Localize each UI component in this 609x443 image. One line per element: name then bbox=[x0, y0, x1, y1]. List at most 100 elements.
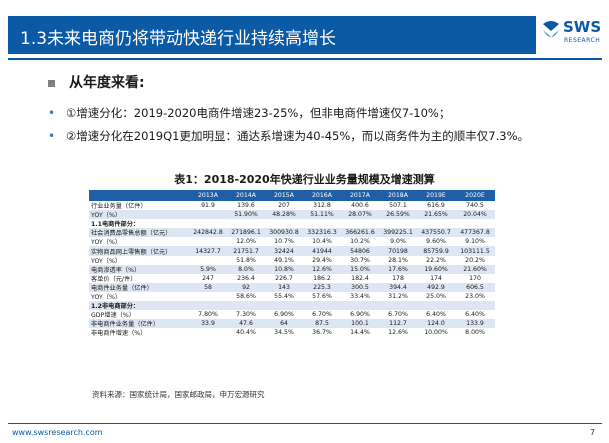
title-divider bbox=[8, 58, 602, 60]
value-cell bbox=[189, 328, 227, 337]
value-cell: 6.70% bbox=[312, 311, 332, 319]
row-label-cell: 电商件业务量（亿件） bbox=[89, 282, 189, 292]
row-label-cell: 客单价（元/件） bbox=[91, 275, 137, 283]
value-cell: 9.0% bbox=[390, 238, 406, 246]
value-cell: 92 bbox=[227, 282, 265, 292]
row-label-cell: YOY（%） bbox=[91, 239, 122, 247]
bullet-text: ①增速分化：2019-2020电商件增速23-25%，但非电商件增速仅7-10%… bbox=[66, 106, 451, 120]
value-cell: 332316.3 bbox=[303, 228, 341, 238]
value-cell: 57.6% bbox=[312, 292, 332, 300]
table-row: 电商件业务量（亿件） 58 92 143 225.3 300.5 394.4 492.9 606… bbox=[89, 282, 495, 292]
table-row: 非电商件增速（%） 40.4% 34.5% 36.7% 14.4% 12.6% 10.00%… bbox=[89, 328, 495, 337]
value-cell: 226.7 bbox=[275, 274, 293, 282]
value-cell bbox=[227, 301, 265, 311]
value-cell: 19.60% bbox=[417, 264, 455, 274]
value-cell: 7.80% bbox=[198, 311, 218, 319]
column-header: 2014A bbox=[227, 190, 265, 201]
table-title: 表1：2018-2020年快递行业业务量规模及增速测算 bbox=[174, 173, 435, 186]
express-volume-table: 2013A 2014A 2015A 2016A 2017A 2018A 2019… bbox=[89, 190, 495, 337]
value-cell: 48.28% bbox=[265, 210, 303, 220]
table-row: YOY（%） 58.6% 55.4% 57.6% 33.4% 31.2% 25.0% 23.0… bbox=[89, 292, 495, 301]
value-cell: 10.7% bbox=[274, 238, 294, 246]
value-cell: 22.2% bbox=[426, 256, 446, 264]
value-cell bbox=[455, 219, 495, 228]
value-cell: 10.8% bbox=[265, 264, 303, 274]
column-header: 2017A bbox=[341, 190, 379, 201]
value-cell bbox=[379, 301, 417, 311]
value-cell bbox=[379, 219, 417, 228]
row-label-cell: YOY（%） bbox=[91, 257, 122, 265]
value-cell: 10.00% bbox=[424, 329, 448, 337]
value-cell: 437550.7 bbox=[417, 228, 455, 238]
row-label-cell: 社会消费品零售总额（亿元） bbox=[89, 228, 189, 238]
value-cell bbox=[189, 219, 227, 228]
value-cell: 32424 bbox=[265, 246, 303, 256]
value-cell: 28.07% bbox=[341, 210, 379, 220]
value-cell: 51.90% bbox=[227, 210, 265, 220]
value-cell bbox=[417, 301, 455, 311]
value-cell: 23.0% bbox=[465, 292, 485, 300]
section-heading: 从年度来看: bbox=[48, 72, 145, 92]
row-label-cell: YOY（%） bbox=[89, 210, 189, 220]
value-cell: 312.8 bbox=[313, 202, 331, 210]
table-row: 非电商件业务量（亿件） 33.9 47.6 64 87.5 100.1 112.7 124.0… bbox=[89, 319, 495, 329]
row-label-cell: GDP增速（%） bbox=[91, 312, 135, 320]
value-cell: 33.9 bbox=[189, 319, 227, 329]
value-cell: 247 bbox=[202, 274, 214, 282]
value-cell: 139.6 bbox=[237, 202, 255, 210]
value-cell bbox=[265, 301, 303, 311]
value-cell bbox=[189, 237, 227, 246]
table-row: 社会消费品零售总额（亿元） 242842.8 271896.1 300930.8 332… bbox=[89, 228, 495, 238]
value-cell: 112.7 bbox=[379, 319, 417, 329]
value-cell: 34.5% bbox=[274, 329, 294, 337]
value-cell: 40.4% bbox=[236, 329, 256, 337]
value-cell bbox=[303, 219, 341, 228]
table-row: 客单价（元/件） 247 236.4 226.7 186.2 182.4 178 174 170 bbox=[89, 274, 495, 283]
table-row: 1.1电商件部分： bbox=[89, 219, 495, 228]
row-label-cell: 非电商件业务量（亿件） bbox=[89, 319, 189, 329]
value-cell: 207 bbox=[278, 202, 290, 210]
value-cell: 271896.1 bbox=[227, 228, 265, 238]
value-cell bbox=[189, 256, 227, 265]
row-label-cell: 1.2非电商部分： bbox=[89, 301, 189, 311]
logo-subtext: RESEARCH bbox=[564, 37, 601, 44]
value-cell: 12.0% bbox=[236, 238, 256, 246]
table-row: 1.2非电商部分： bbox=[89, 301, 495, 311]
value-cell: 606.5 bbox=[455, 282, 495, 292]
value-cell: 30.7% bbox=[350, 256, 370, 264]
square-bullet-icon bbox=[48, 79, 55, 87]
value-cell: 124.0 bbox=[417, 319, 455, 329]
value-cell: 9.60% bbox=[426, 238, 446, 246]
value-cell bbox=[303, 301, 341, 311]
value-cell: 33.4% bbox=[350, 292, 370, 300]
slide-header: 1.3未来电商仍将带动快递行业持续高增长 SWS RESEARCH bbox=[0, 0, 609, 68]
value-cell: 9.10% bbox=[465, 238, 485, 246]
value-cell: 91.9 bbox=[201, 202, 215, 210]
value-cell bbox=[189, 210, 227, 220]
value-cell: 31.2% bbox=[388, 292, 408, 300]
row-label-cell: 实物商品网上零售额（亿元） bbox=[89, 246, 189, 256]
footer-website-link[interactable]: www.swsresearch.com bbox=[12, 428, 103, 437]
value-cell: 399225.1 bbox=[379, 228, 417, 238]
column-header: 2015A bbox=[265, 190, 303, 201]
value-cell: 14.4% bbox=[350, 329, 370, 337]
column-header: 2018A bbox=[379, 190, 417, 201]
sws-logo: SWS RESEARCH bbox=[541, 18, 607, 52]
value-cell: 6.90% bbox=[350, 311, 370, 319]
column-header: 2016A bbox=[303, 190, 341, 201]
footer-divider bbox=[8, 423, 602, 424]
value-cell: 64 bbox=[265, 319, 303, 329]
page-number: 7 bbox=[590, 428, 596, 437]
column-header: 2020E bbox=[455, 190, 495, 201]
row-label-cell: 1.1电商件部分： bbox=[91, 221, 140, 229]
data-source-note: 资料来源：国家统计局，国家邮政局，申万宏源研究 bbox=[92, 390, 265, 399]
row-label-cell: 电商渗透率（%） bbox=[89, 264, 189, 274]
value-cell: 21751.7 bbox=[227, 246, 265, 256]
value-cell: 236.4 bbox=[237, 274, 255, 282]
value-cell: 100.1 bbox=[341, 319, 379, 329]
value-cell: 8.0% bbox=[227, 264, 265, 274]
table-row: 行业业务量（亿件） 91.9 139.6 207 312.8 400.6 507.1 616.… bbox=[89, 201, 495, 210]
value-cell bbox=[265, 219, 303, 228]
bullet-dot-icon: • bbox=[48, 129, 56, 143]
value-cell: 225.3 bbox=[303, 282, 341, 292]
